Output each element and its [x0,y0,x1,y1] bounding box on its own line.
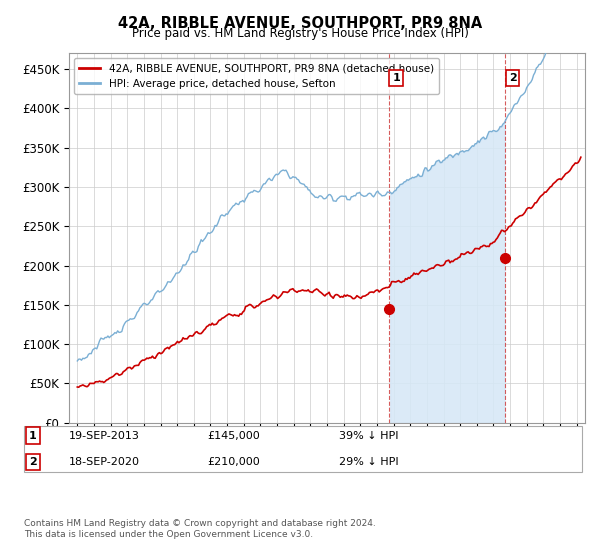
Text: 18-SEP-2020: 18-SEP-2020 [69,457,140,467]
Text: 2: 2 [29,457,37,467]
Text: 29% ↓ HPI: 29% ↓ HPI [339,457,398,467]
Text: 39% ↓ HPI: 39% ↓ HPI [339,431,398,441]
Text: 2: 2 [509,73,517,83]
Text: £210,000: £210,000 [207,457,260,467]
Text: 19-SEP-2013: 19-SEP-2013 [69,431,140,441]
Legend: 42A, RIBBLE AVENUE, SOUTHPORT, PR9 8NA (detached house), HPI: Average price, det: 42A, RIBBLE AVENUE, SOUTHPORT, PR9 8NA (… [74,58,439,94]
Text: £145,000: £145,000 [207,431,260,441]
Text: Contains HM Land Registry data © Crown copyright and database right 2024.
This d: Contains HM Land Registry data © Crown c… [24,519,376,539]
Text: 1: 1 [392,73,400,83]
Text: 1: 1 [29,431,37,441]
Text: 42A, RIBBLE AVENUE, SOUTHPORT, PR9 8NA: 42A, RIBBLE AVENUE, SOUTHPORT, PR9 8NA [118,16,482,31]
Text: Price paid vs. HM Land Registry's House Price Index (HPI): Price paid vs. HM Land Registry's House … [131,27,469,40]
